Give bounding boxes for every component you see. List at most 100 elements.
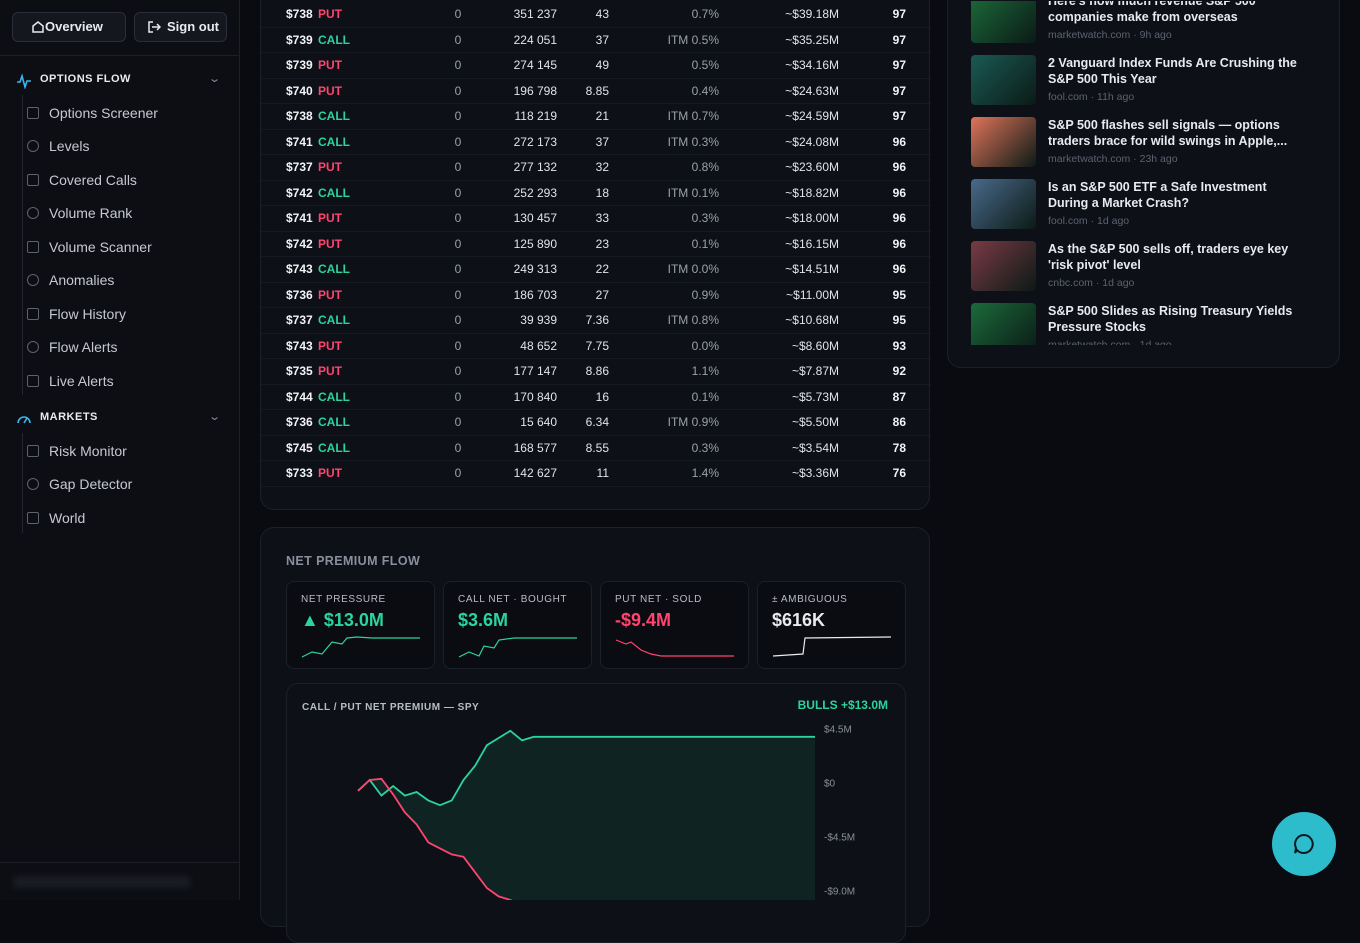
news-thumbnail[interactable] [971,179,1036,229]
cell: PUT [318,236,342,251]
nav-item[interactable]: Volume Rank [49,205,133,221]
news-thumbnail[interactable] [971,117,1036,167]
nav-item[interactable]: Covered Calls [49,172,137,188]
section-title[interactable]: OPTIONS FLOW [40,73,131,85]
news-thumbnail[interactable] [971,241,1036,291]
cell: 97 [892,7,906,21]
cell: 48 652 [520,338,557,353]
nav-item[interactable]: Anomalies [49,272,115,288]
table-row: $735 PUT 0 177 147 8.86 1.1% ~$7.87M 92 [261,359,931,385]
news-source: cnbc.com · 1d ago [1048,277,1135,289]
cell: $736 [286,415,313,429]
cell: 0 [454,364,462,378]
cell: $741 [286,211,313,225]
cell: 7.75 [585,338,609,353]
news-thumbnail[interactable] [971,303,1036,345]
cell: CALL [318,313,350,327]
nav-item[interactable]: Options Screener [49,105,158,121]
cell: $736 [286,287,313,302]
cell: 0 [454,415,462,429]
cell: 0 [454,262,462,276]
cell: ~$23.60M [785,160,839,174]
nav-item[interactable]: Gap Detector [49,476,133,492]
nav-item[interactable]: Risk Monitor [49,443,127,459]
cell: 16 [595,389,609,404]
cell: 11 [596,466,609,480]
news-title[interactable]: 2 Vanguard Index Funds Are Crushing the … [1048,56,1297,86]
news-title[interactable]: S&P 500 flashes sell signals — options t… [1048,118,1288,148]
news-thumbnail[interactable] [971,1,1036,43]
cell: $738 [286,7,313,21]
nav-item[interactable]: Volume Scanner [49,239,152,255]
news-source: marketwatch.com · 23h ago [1048,153,1178,165]
news-panel: Here's how much revenue S&P 500 companie… [947,0,1340,368]
cell: ~$35.25M [785,32,839,47]
cell: 43 [595,7,609,21]
cell: 0 [454,211,462,225]
cell: $735 [286,364,313,378]
cell: 37 [595,32,609,47]
cell: 95 [892,287,906,302]
table-row: $733 PUT 0 142 627 11 1.4% ~$3.36M 76 [261,461,931,487]
cell: 97 [892,83,906,98]
cell: 142 627 [513,466,557,480]
overview-button[interactable]: Overview [12,12,126,42]
table-row: $738 PUT 0 351 237 43 0.7% ~$39.18M 97 [261,2,931,28]
news-thumbnail[interactable] [971,55,1036,105]
nav-item[interactable]: Live Alerts [49,373,114,389]
cell: CALL [318,262,350,276]
nav-item[interactable]: Levels [49,138,90,154]
cell: 277 132 [513,160,557,174]
nav-icon [27,207,39,219]
cell: 0 [454,185,462,200]
table-row: $741 PUT 0 130 457 33 0.3% ~$18.00M 96 [261,206,931,232]
news-title[interactable]: S&P 500 Slides as Rising Treasury Yields… [1048,304,1293,334]
news-source: marketwatch.com · 9h ago [1048,29,1172,41]
cell: ~$39.18M [785,7,839,21]
nav-item[interactable]: World [49,510,86,526]
cell: 39 939 [520,313,557,327]
sign-out-button[interactable]: Sign out [134,12,227,42]
stat-label: PUT NET · SOLD [615,594,702,605]
sparkline [615,639,734,657]
cell: 196 798 [513,83,557,98]
table-row: $745 CALL 0 168 577 8.55 0.3% ~$3.54M 78 [261,436,931,461]
cell: ~$24.59M [785,109,839,123]
nav-item[interactable]: Flow Alerts [49,339,118,355]
table-row: $738 CALL 0 118 219 21 ITM 0.7% ~$24.59M 97 [261,104,931,130]
spread-area [358,730,815,900]
cell: 96 [892,211,906,225]
cell: PUT [318,364,342,378]
cell: 15 640 [520,415,557,429]
tree-line [22,95,23,395]
chat-button[interactable] [1272,812,1336,876]
cell: $744 [286,389,313,404]
table-row: $743 PUT 0 48 652 7.75 0.0% ~$8.60M 93 [261,334,931,359]
cell: PUT [318,160,342,174]
cell: PUT [318,83,342,98]
cell: $739 [286,58,313,72]
cell: 0 [454,160,462,174]
news-title[interactable]: Here's how much revenue S&P 500 companie… [1048,1,1256,24]
cell: 0 [454,236,462,251]
chart-annotation: BULLS +$13.0M [798,698,888,712]
sparkline [772,636,892,657]
cell: 6.34 [585,415,609,429]
cell: 8.86 [585,364,609,378]
news-title[interactable]: As the S&P 500 sells off, traders eye ke… [1048,242,1289,272]
cell: ~$11.00M [786,287,839,302]
table-row: $741 CALL 0 272 173 37 ITM 0.3% ~$24.08M 96 [261,130,931,155]
series-line [357,729,815,807]
stat-value: ▲ $13.0M [301,610,384,630]
stat-label: NET PRESSURE [301,594,386,605]
cell: 21 [595,109,609,123]
home-icon [32,21,44,33]
nav-item[interactable]: Flow History [49,306,127,322]
button-label: Sign out [167,19,219,34]
section-title[interactable]: MARKETS [40,411,98,423]
cell: 0 [454,32,462,47]
news-title[interactable]: Is an S&P 500 ETF a Safe Investment Duri… [1048,180,1267,210]
cell: 224 051 [513,32,557,47]
cell: ITM 0.7% [667,109,719,123]
